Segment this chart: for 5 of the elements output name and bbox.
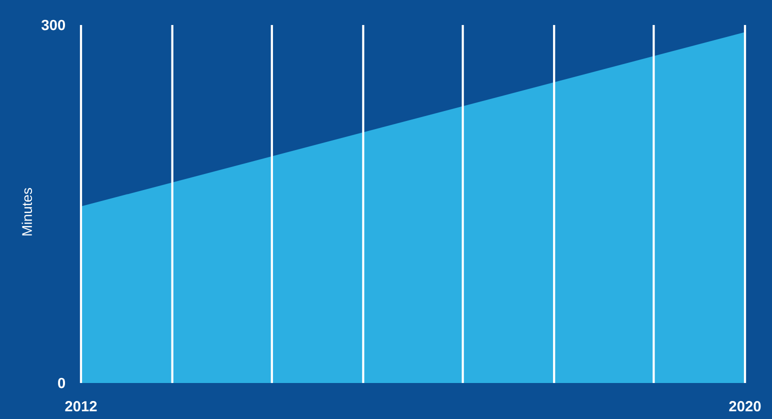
y-axis-title: Minutes bbox=[22, 188, 32, 236]
y-tick-label: 300 bbox=[41, 20, 66, 30]
y-tick-label: 0 bbox=[58, 378, 66, 388]
x-tick-label: 2020 bbox=[729, 401, 761, 412]
x-tick-label: 2012 bbox=[65, 401, 97, 412]
